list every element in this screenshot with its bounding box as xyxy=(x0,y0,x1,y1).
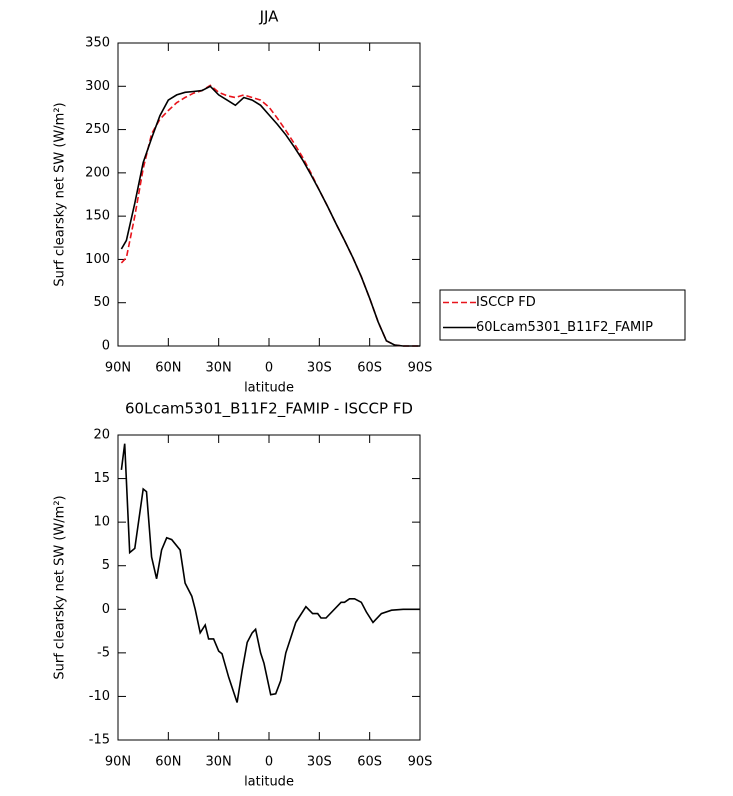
data-line xyxy=(120,443,420,703)
x-tick-label: 90S xyxy=(408,755,433,770)
x-tick-label: 30S xyxy=(307,755,332,770)
y-axis-label: Surf clearsky net SW (W/m²) xyxy=(53,495,68,679)
y-tick-label: 200 xyxy=(85,165,110,180)
y-tick-label: 350 xyxy=(85,36,110,51)
y-tick-label: 150 xyxy=(85,209,110,224)
x-tick-label: 90S xyxy=(408,361,433,376)
chart-title: JJA xyxy=(259,8,280,26)
x-tick-label: 0 xyxy=(265,755,273,770)
legend-box xyxy=(439,289,686,341)
plot-frame xyxy=(117,434,421,741)
y-tick-label: 0 xyxy=(102,339,110,354)
x-tick-label: 90N xyxy=(105,755,131,770)
x-tick-label: 60S xyxy=(357,755,382,770)
data-line xyxy=(120,84,420,347)
x-tick-label: 90N xyxy=(105,361,131,376)
y-tick-label: -5 xyxy=(97,645,110,660)
y-tick-label: 0 xyxy=(102,602,110,617)
x-tick-label: 30S xyxy=(307,361,332,376)
legend-label: ISCCP FD xyxy=(476,295,536,310)
y-tick-label: 20 xyxy=(93,428,110,443)
y-tick-label: -10 xyxy=(89,689,110,704)
x-tick-label: 30N xyxy=(206,361,232,376)
data-line xyxy=(120,85,420,347)
x-axis-label: latitude xyxy=(244,381,294,396)
y-tick-label: 15 xyxy=(93,471,110,486)
y-tick-label: 250 xyxy=(85,122,110,137)
y-tick-label: -15 xyxy=(89,733,110,748)
plot: JJA latitude Surf clearsky net SW (W/m²) 0 5… xyxy=(53,8,686,396)
plot: 60Lcam5301_B11F2_FAMIP - ISCCP FD latitud… xyxy=(53,400,433,790)
x-tick-label: 60N xyxy=(155,361,181,376)
y-axis-label: Surf clearsky net SW (W/m²) xyxy=(53,102,68,286)
y-tick-label: 5 xyxy=(102,558,110,573)
x-axis-label: latitude xyxy=(244,775,294,790)
legend-label: 60Lcam5301_B11F2_FAMIP xyxy=(476,320,653,335)
chart-title: 60Lcam5301_B11F2_FAMIP - ISCCP FD xyxy=(125,400,413,419)
x-tick-label: 0 xyxy=(265,361,273,376)
x-tick-label: 60N xyxy=(155,755,181,770)
y-tick-label: 300 xyxy=(85,79,110,94)
plot-frame xyxy=(117,42,421,347)
y-tick-label: 100 xyxy=(85,252,110,267)
y-tick-label: 10 xyxy=(93,515,110,530)
x-tick-label: 30N xyxy=(206,755,232,770)
y-tick-label: 50 xyxy=(93,295,110,310)
x-tick-label: 60S xyxy=(357,361,382,376)
